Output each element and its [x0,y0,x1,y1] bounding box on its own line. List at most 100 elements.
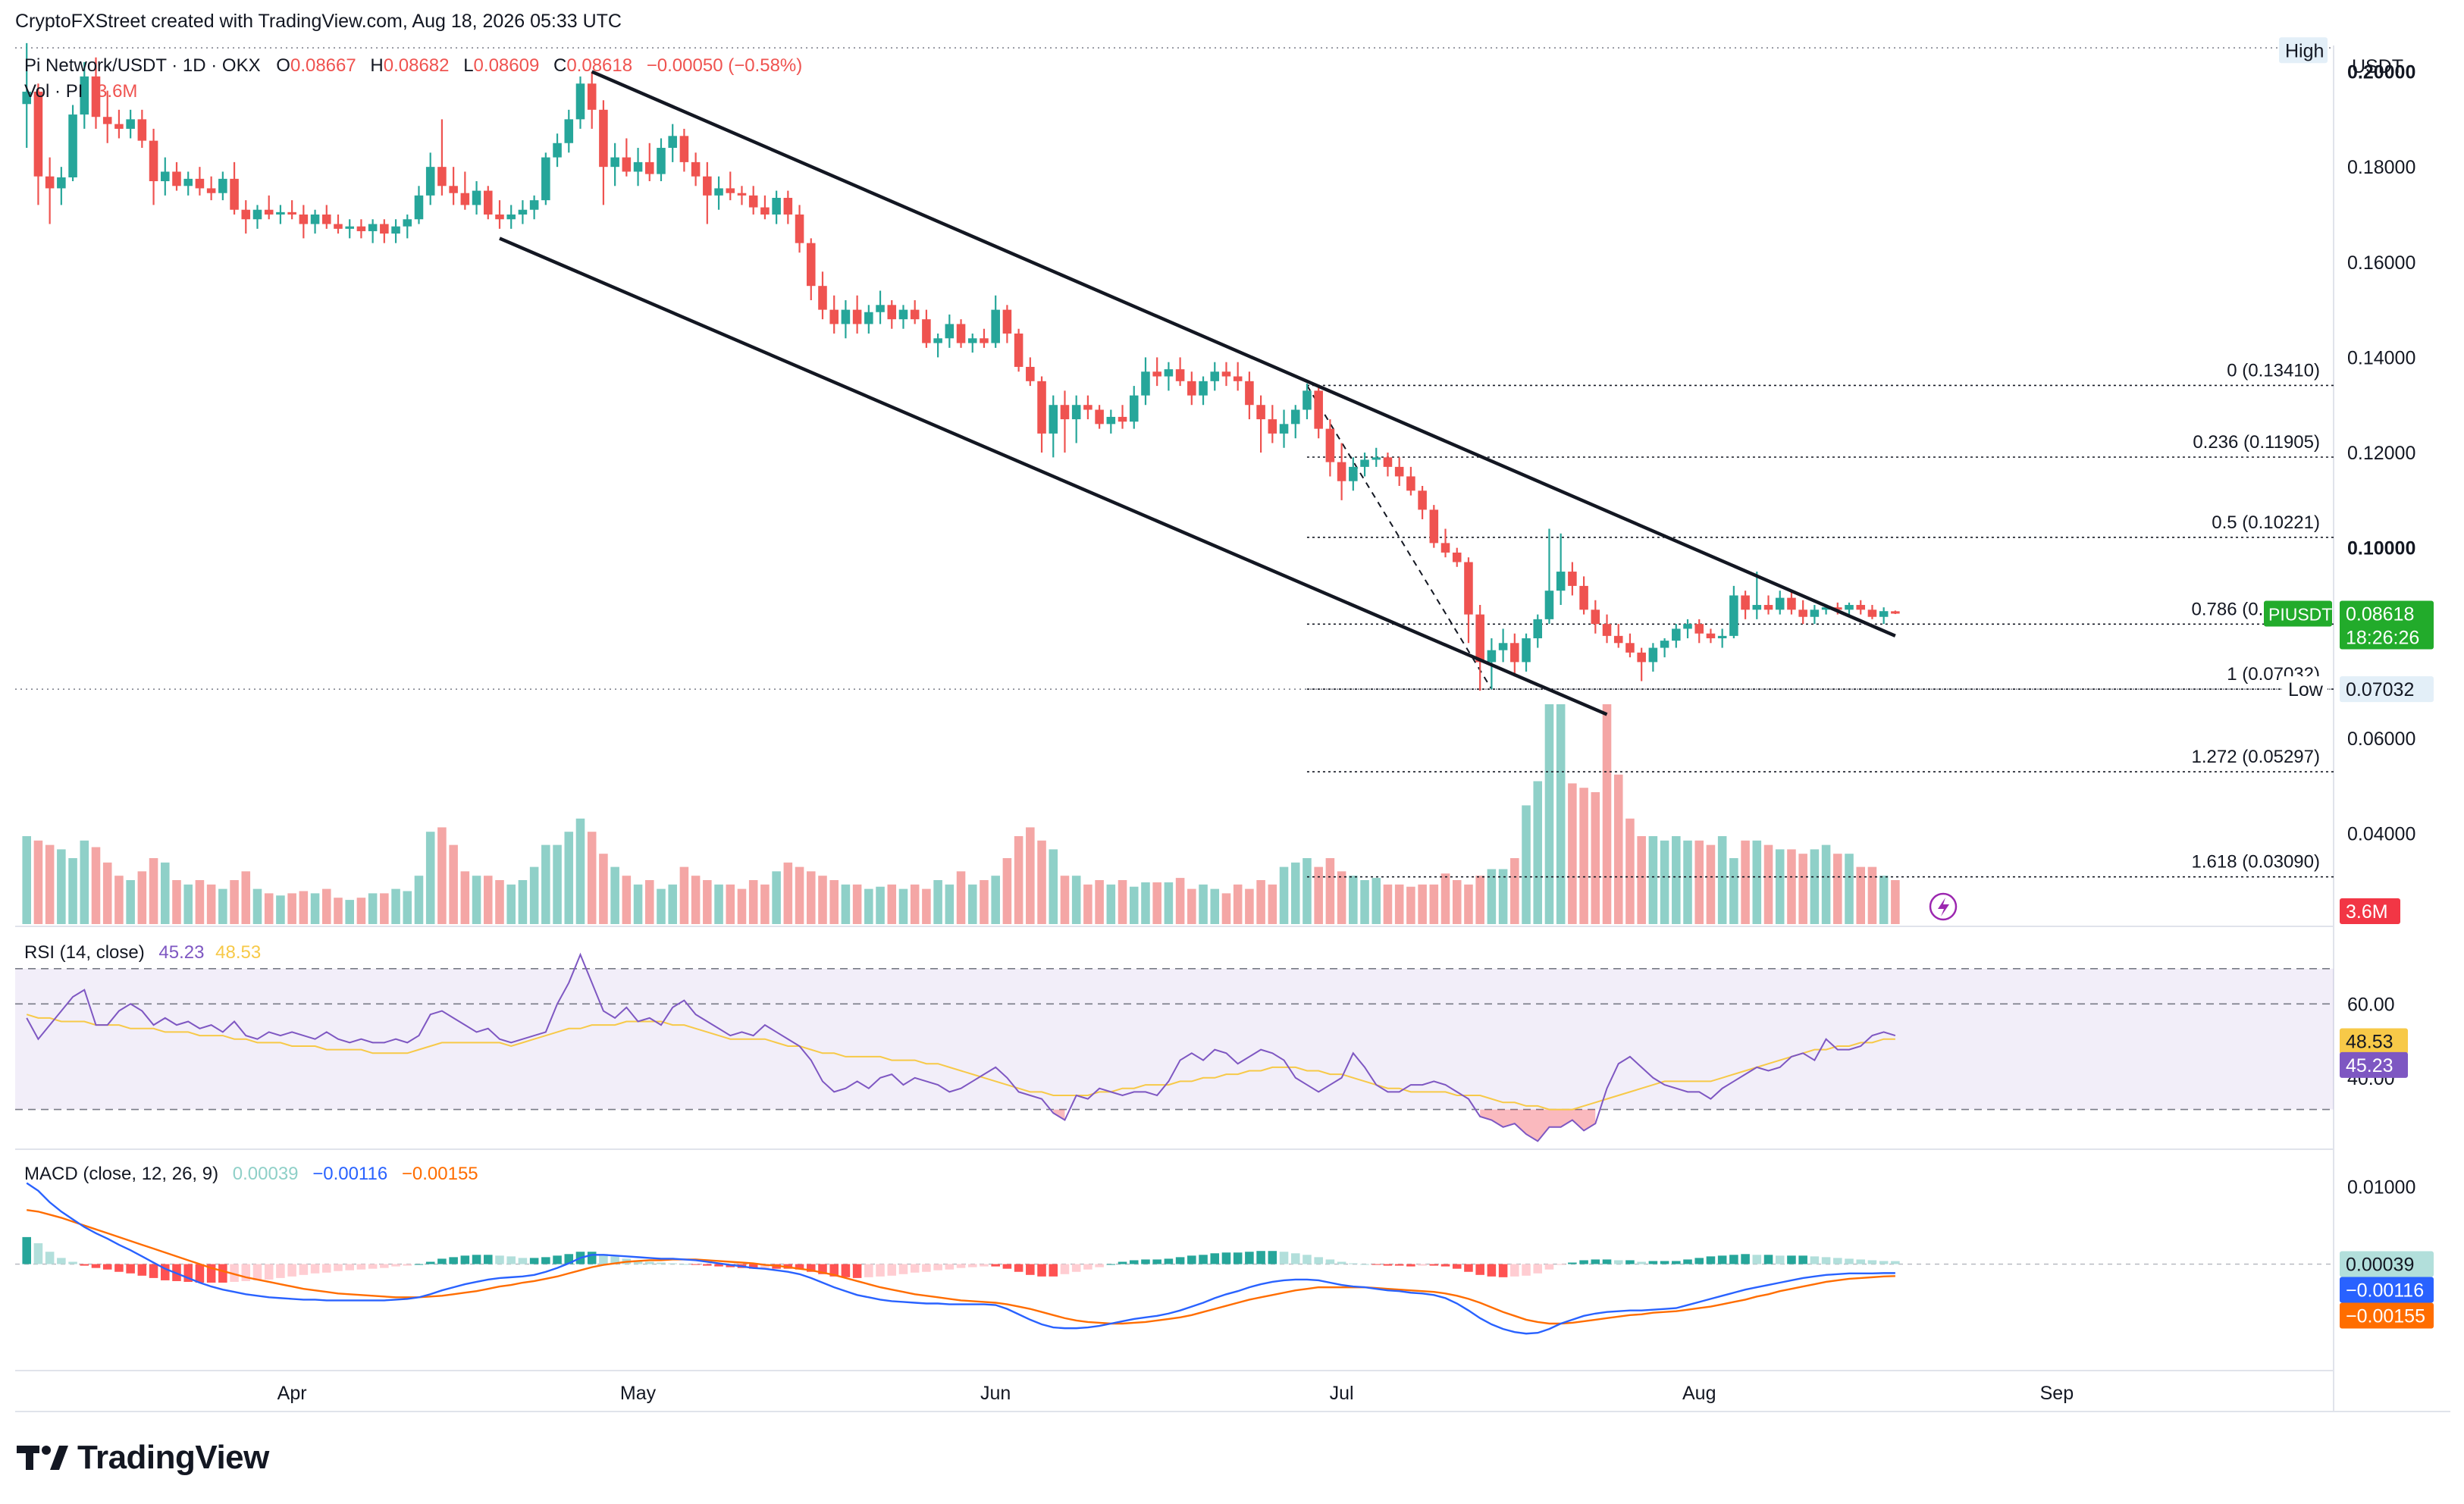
candle-body [1314,390,1323,429]
volume-bar [472,876,481,924]
macd-histogram-bar [1083,1264,1092,1270]
volume-bar [1856,866,1866,924]
macd-histogram-bar [1487,1264,1497,1277]
macd-histogram-bar [1233,1252,1243,1264]
candle-body [1891,611,1900,614]
macd-histogram-bar [864,1264,873,1277]
volume-bar [991,876,1000,924]
volume-bar [599,854,608,924]
candle-body [529,200,539,210]
macd-hist-badge: 0.00039 [2346,1255,2414,1276]
volume-bar [241,871,251,924]
candle-body [1787,597,1796,610]
candle-body [102,117,112,124]
volume-bar [922,888,931,924]
volume-bar [68,858,77,924]
volume-bar [1060,876,1070,924]
candle-body [1394,466,1404,477]
low-value-badge: 0.07032 [2346,679,2414,700]
time-axis-label: May [620,1383,657,1404]
macd-histogram-bar [45,1252,55,1264]
volume-bar [1498,869,1508,924]
volume-bar [380,893,389,924]
candle-body [991,309,1000,343]
candle-body [449,186,458,193]
candle-body [80,76,89,115]
macd-histogram-bar [541,1257,550,1264]
tradingview-logo[interactable]: TradingView [17,1437,269,1479]
macd-histogram-bar [1475,1264,1484,1275]
symbol-badge-bg [2264,600,2332,627]
candle-body [644,161,654,174]
macd-histogram-bar [1164,1258,1174,1264]
volume-bar [1360,880,1369,924]
volume-bar [1648,836,1658,924]
candle-body [149,140,158,182]
volume-bar [714,884,723,924]
candle-body [1579,585,1588,610]
rsi-pane [15,952,2334,1142]
time-axis-label: Jul [1330,1383,1354,1404]
candle-body [425,167,435,196]
candle-body [1741,595,1750,610]
macd-histogram-bar [449,1257,458,1264]
candle-body [380,224,389,234]
macd-histogram-bar [1729,1255,1738,1264]
macd-histogram-bar [1752,1255,1762,1264]
volume-bar [1026,827,1035,924]
macd-histogram-bar [1717,1255,1727,1264]
time-axis[interactable]: Apr May Jun Jul Aug Sep [277,1383,2074,1404]
price-axis[interactable]: USDT 0.20000 0.18000 0.16000 0.14000 0.12000… [1929,37,2434,1329]
candle-body [1418,490,1427,510]
price-tick-label: 0.20000 [2347,62,2415,83]
volume-legend: Vol · PI 3.6M [24,81,137,102]
macd-histogram-bar [1129,1260,1139,1264]
candle-body [1821,607,1831,610]
macd-histogram-bar [1037,1264,1046,1277]
candle-body [1106,416,1116,425]
macd-histogram-bar [1245,1252,1254,1264]
volume-bar [1152,882,1161,924]
macd-histogram-bar [748,1264,758,1269]
volume-bar [1867,866,1877,924]
fib-trend-line [1306,384,1493,690]
macd-histogram-bar [230,1264,239,1282]
volume-bar [276,895,285,924]
candle-body [334,224,343,229]
low-value-badge-bg [2340,676,2434,703]
candle-body [1763,605,1773,610]
low-text: Low [2288,679,2324,700]
rsi-ma-badge-bg [2340,1028,2408,1054]
macd-histogram-bar [195,1264,205,1283]
macd-value-badge-bg [2340,1277,2434,1303]
candle-body [518,209,528,215]
volume-bar [437,827,447,924]
candle-body [1648,647,1658,663]
macd-histogram-bar [1591,1259,1600,1264]
time-axis-label: Apr [277,1383,307,1404]
macd-histogram-bar [1337,1261,1346,1264]
volume-bar [172,880,181,924]
volume-bar [1429,884,1439,924]
candle-body [1568,572,1577,586]
volume-bar [1233,884,1243,924]
volume-bar [956,871,966,924]
macd-histogram-bar [1268,1251,1277,1264]
volume-bar [321,888,331,924]
macd-histogram-bar [1106,1264,1116,1265]
candle-body [483,190,493,215]
macd-histogram-bar [1464,1264,1473,1272]
macd-histogram-bar [1014,1264,1024,1272]
volume-bar [287,893,296,924]
lightning-icon [1929,892,1958,921]
macd-histogram-bar [1360,1264,1369,1265]
volume-bar [1763,844,1773,924]
macd-histogram-bar [633,1260,643,1264]
price-tick-label: 0.16000 [2347,252,2415,274]
candle-body [1337,462,1346,481]
candle-body [310,214,320,224]
candle-body [1522,638,1531,663]
macd-histogram-bar [795,1264,804,1270]
tradingview-logo-icon [17,1446,68,1470]
